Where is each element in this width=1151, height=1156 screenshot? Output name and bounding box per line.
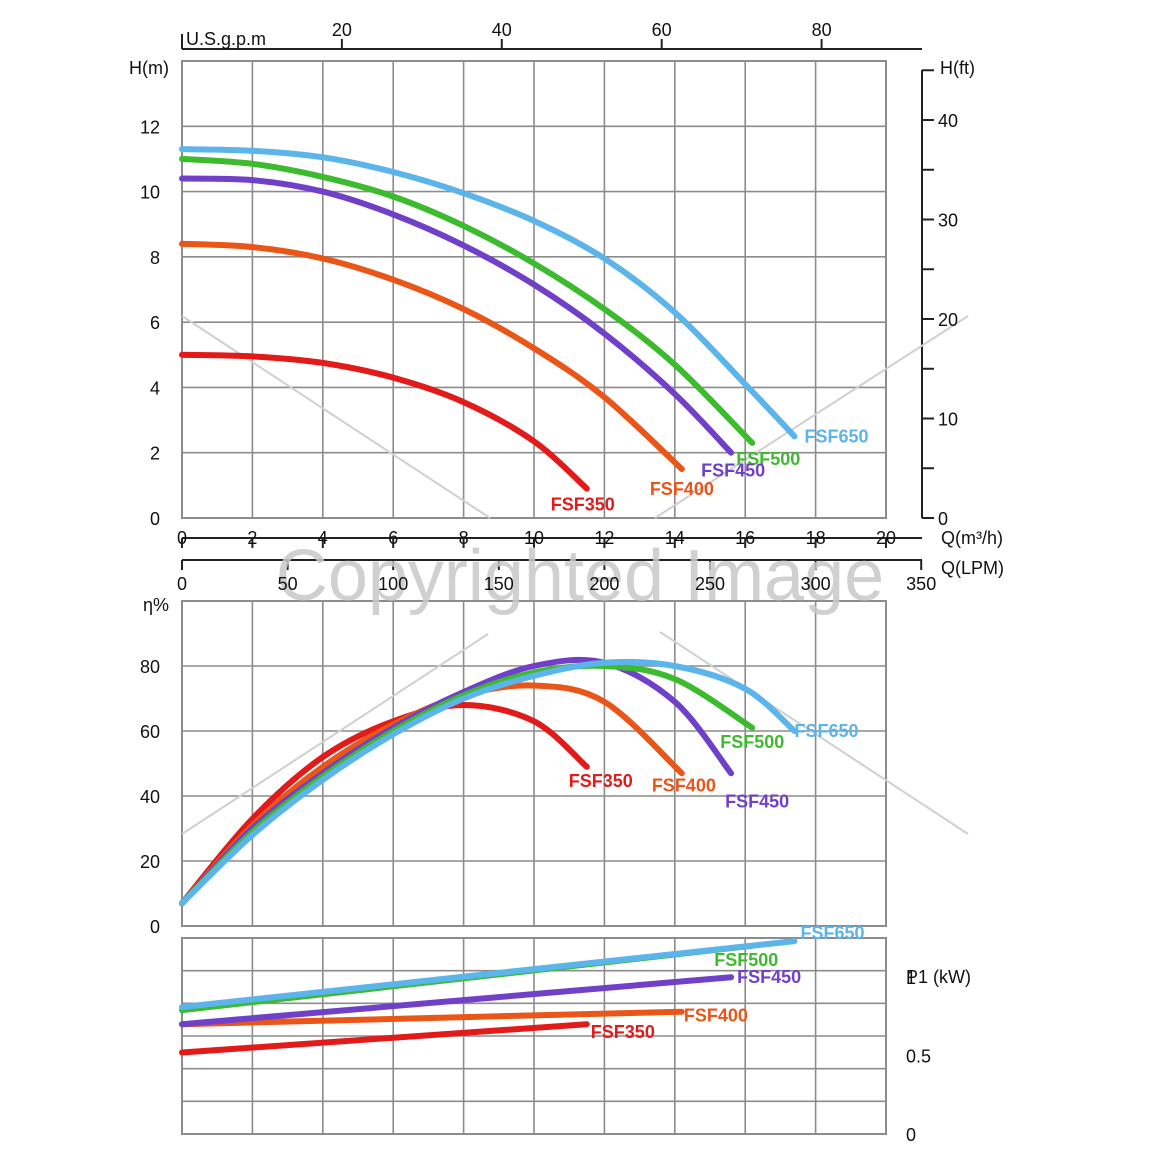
efficiency-label-fsf400: FSF400: [652, 775, 716, 795]
watermark-diagonal-3: [659, 631, 969, 835]
efficiency-curve-fsf400: [179, 682, 685, 907]
usgpm-tick-80: 80: [812, 20, 832, 40]
qm3h-tick-20: 20: [876, 528, 896, 548]
efficiency-curve-fsf350: [179, 702, 590, 907]
eff-y-axis-title: η%: [143, 595, 169, 615]
qlpm-tick-0: 0: [177, 574, 187, 594]
head-y-tick-12: 12: [140, 117, 160, 137]
hft-tick-30: 30: [938, 211, 958, 231]
eff-y-tick-40: 40: [140, 787, 160, 807]
head-curve-fsf500: [179, 155, 756, 446]
qlpm-tick-150: 150: [484, 574, 514, 594]
head-curve-fsf450: [179, 175, 735, 456]
eff-y-tick-80: 80: [140, 657, 160, 677]
qm3h-tick-0: 0: [177, 528, 187, 548]
qm3h-tick-6: 6: [388, 528, 398, 548]
hft-tick-40: 40: [938, 111, 958, 131]
head-label-fsf650: FSF650: [804, 426, 868, 446]
power-y-axis-title: P1 (kW): [906, 967, 971, 987]
hft-axis-title: H(ft): [940, 58, 975, 78]
head-label-fsf450: FSF450: [701, 461, 765, 481]
head-y-tick-4: 4: [150, 378, 160, 398]
qm3h-tick-10: 10: [524, 528, 544, 548]
power-curve-fsf400: [179, 1008, 685, 1028]
watermark-diagonal-0: [181, 315, 491, 519]
eff-y-tick-20: 20: [140, 852, 160, 872]
power-curve-fsf450: [179, 974, 735, 1028]
eff-y-tick-0: 0: [150, 917, 160, 937]
head-y-tick-2: 2: [150, 444, 160, 464]
head-label-fsf500: FSF500: [736, 449, 800, 469]
hft-tick-0: 0: [938, 509, 948, 529]
qlpm-axis-title: Q(LPM): [941, 558, 1004, 578]
power-y-tick-1: 1: [906, 968, 916, 988]
qm3h-axis-title: Q(m³/h): [941, 528, 1003, 548]
efficiency-label-fsf650: FSF650: [794, 721, 858, 741]
power-curve-fsf350: [179, 1021, 590, 1056]
qm3h-tick-8: 8: [459, 528, 469, 548]
qm3h-tick-12: 12: [594, 528, 614, 548]
qm3h-tick-2: 2: [247, 528, 257, 548]
qm3h-tick-4: 4: [318, 528, 328, 548]
power-label-fsf500: FSF500: [714, 950, 778, 970]
efficiency-label-fsf450: FSF450: [725, 791, 789, 811]
usgpm-tick-20: 20: [332, 20, 352, 40]
efficiency-curve-fsf650: [179, 658, 798, 907]
watermark-diagonal-1: [654, 315, 969, 519]
head-curve-fsf650: [179, 146, 798, 440]
usgpm-tick-40: 40: [492, 20, 512, 40]
head-y-tick-0: 0: [150, 509, 160, 529]
head-curve-fsf400: [179, 240, 685, 472]
head-curve-fsf350: [179, 351, 590, 492]
power-y-tick-0: 0: [906, 1125, 916, 1145]
eff-y-tick-60: 60: [140, 722, 160, 742]
hft-tick-20: 20: [938, 310, 958, 330]
power-label-fsf350: FSF350: [591, 1022, 655, 1042]
qlpm-tick-50: 50: [278, 574, 298, 594]
efficiency-label-fsf500: FSF500: [720, 732, 784, 752]
qlpm-tick-300: 300: [801, 574, 831, 594]
head-y-tick-6: 6: [150, 313, 160, 333]
qlpm-tick-250: 250: [695, 574, 725, 594]
power-curve-fsf650: [179, 938, 798, 1010]
power-y-tick-0.5: 0.5: [906, 1047, 931, 1067]
power-label-fsf650: FSF650: [800, 923, 864, 943]
qm3h-tick-18: 18: [806, 528, 826, 548]
qm3h-tick-14: 14: [665, 528, 685, 548]
watermark-text: Copyrighted Image: [276, 536, 884, 616]
head-y-axis-title: H(m): [129, 58, 169, 78]
hft-tick-10: 10: [938, 410, 958, 430]
power-label-fsf400: FSF400: [684, 1006, 748, 1026]
head-label-fsf350: FSF350: [551, 495, 615, 515]
qlpm-tick-200: 200: [589, 574, 619, 594]
qm3h-tick-16: 16: [735, 528, 755, 548]
qlpm-tick-100: 100: [378, 574, 408, 594]
efficiency-label-fsf350: FSF350: [569, 771, 633, 791]
watermark-diagonal-2: [181, 633, 489, 835]
usgpm-axis-title: U.S.g.p.m: [186, 29, 266, 49]
power-label-fsf450: FSF450: [737, 967, 801, 987]
usgpm-tick-60: 60: [652, 20, 672, 40]
head-label-fsf400: FSF400: [650, 479, 714, 499]
head-y-tick-8: 8: [150, 248, 160, 268]
qlpm-tick-350: 350: [906, 574, 936, 594]
head-y-tick-10: 10: [140, 183, 160, 203]
